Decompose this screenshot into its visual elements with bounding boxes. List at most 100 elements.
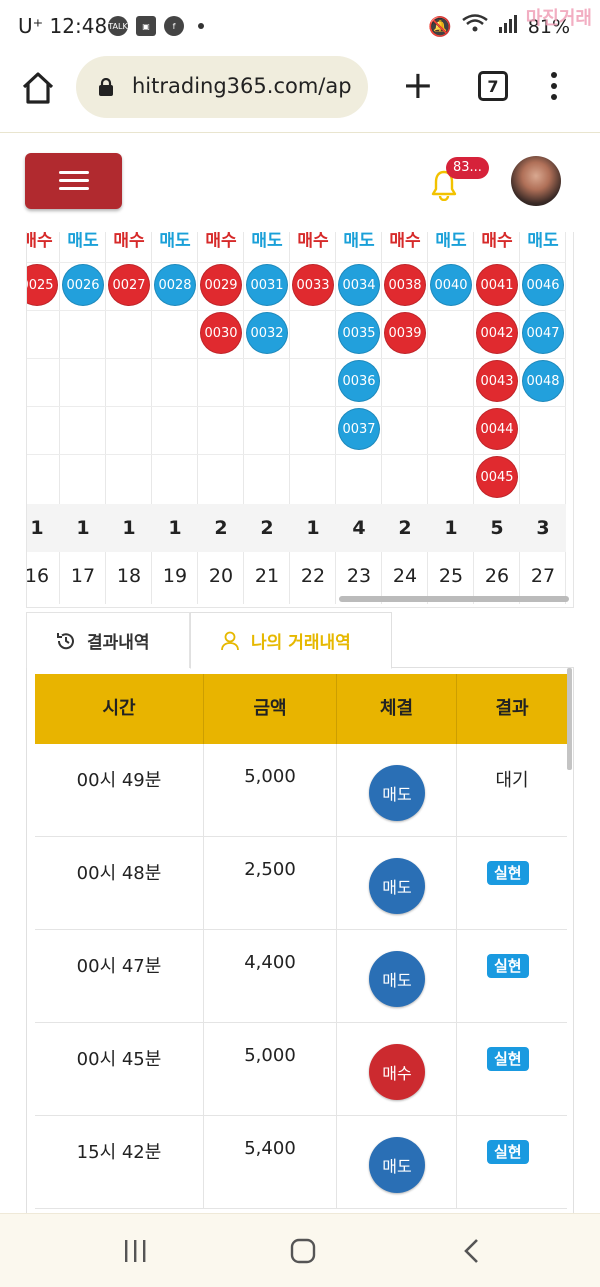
trade-ball[interactable]: 0031 — [246, 264, 288, 306]
count-cell: 2 — [382, 504, 428, 552]
trade-type-badge: 매도 — [369, 858, 425, 914]
trade-ball[interactable]: 0026 — [62, 264, 104, 306]
system-nav-bar — [0, 1213, 600, 1287]
day-cell: 20 — [208, 565, 234, 587]
trade-ball[interactable]: 0035 — [338, 312, 380, 354]
avatar[interactable] — [511, 156, 561, 206]
trade-type-badge: 매도 — [369, 1137, 425, 1193]
trade-grid-columns: 매수 0025 1 16 매도 0026 1 17 매수 0027 1 18 매도 0028 1 19 매수 00… — [27, 232, 573, 607]
header-amount: 금액 — [204, 674, 337, 744]
cell-trade: 매도 — [337, 744, 457, 837]
grid-column: 매수 0025 1 16 — [27, 232, 60, 604]
trade-ball[interactable]: 0033 — [292, 264, 334, 306]
table-row: 00시 48분 2,500 매도 실현 — [35, 837, 567, 930]
cell-time: 00시 48분 — [35, 837, 204, 930]
grid-column: 매수 0027 1 18 — [106, 232, 152, 604]
cell-time: 00시 47분 — [35, 930, 204, 1023]
address-bar[interactable]: hitrading365.com/ap — [76, 56, 368, 118]
back-icon[interactable] — [462, 1238, 482, 1264]
battery-text: 81% — [527, 15, 570, 38]
trade-ball[interactable]: 0041 — [476, 264, 518, 306]
grid-column: 매수 0038 0039 2 24 — [382, 232, 428, 604]
new-tab-button[interactable]: + — [402, 63, 434, 107]
trade-ball[interactable]: 0030 — [200, 312, 242, 354]
trade-ball[interactable]: 0036 — [338, 360, 380, 402]
count-cell: 1 — [428, 504, 474, 552]
hamburger-menu-button[interactable] — [25, 153, 122, 209]
trade-type-badge: 매수 — [369, 1044, 425, 1100]
tab-results[interactable]: 결과내역 — [26, 612, 190, 668]
trade-ball[interactable]: 0025 — [27, 264, 58, 306]
tab-results-label: 결과내역 — [87, 633, 150, 653]
column-head: 매도 — [159, 232, 191, 251]
trade-ball[interactable]: 0038 — [384, 264, 426, 306]
tab-my-trades[interactable]: 나의 거래내역 — [190, 612, 392, 669]
header-trade: 체결 — [337, 674, 457, 744]
trade-ball[interactable]: 0029 — [200, 264, 242, 306]
tab-switcher-button[interactable]: 7 — [478, 71, 508, 101]
vertical-scrollbar[interactable] — [567, 668, 572, 770]
trade-ball[interactable]: 0046 — [522, 264, 564, 306]
trade-ball[interactable]: 0043 — [476, 360, 518, 402]
history-icon — [57, 632, 74, 649]
home-button[interactable] — [20, 70, 56, 106]
count-cell: 1 — [27, 504, 60, 552]
cell-time: 15시 42분 — [35, 1116, 204, 1209]
cell-amount: 5,400 — [204, 1116, 337, 1209]
trade-ball[interactable]: 0027 — [108, 264, 150, 306]
amount-text: 5,400 — [244, 1138, 296, 1159]
column-head: 매도 — [343, 232, 375, 251]
grid-column: 매수 0033 1 22 — [290, 232, 336, 604]
talk-icon: TALK — [108, 16, 128, 36]
cell-trade: 매수 — [337, 1023, 457, 1116]
facebook-icon: f — [164, 16, 184, 36]
column-head: 매도 — [67, 232, 99, 251]
trade-ball[interactable]: 0045 — [476, 456, 518, 498]
home-nav-icon[interactable] — [290, 1238, 316, 1264]
column-head: 매수 — [205, 232, 237, 251]
trade-ball[interactable]: 0042 — [476, 312, 518, 354]
recent-apps-icon[interactable] — [122, 1238, 148, 1264]
day-cell: 19 — [162, 565, 188, 587]
horizontal-scrollbar[interactable] — [339, 596, 569, 602]
cell-amount: 5,000 — [204, 744, 337, 837]
grid-column: 매수 0029 0030 2 20 — [198, 232, 244, 604]
table-row: 00시 49분 5,000 매도 대기 — [35, 744, 567, 837]
system-status: 🔕 81% — [428, 14, 570, 39]
day-cell: 18 — [116, 565, 142, 587]
trade-ball[interactable]: 0040 — [430, 264, 472, 306]
day-cell: 16 — [27, 565, 50, 587]
lock-icon — [99, 78, 113, 96]
trade-ball[interactable]: 0037 — [338, 408, 380, 450]
tab-my-trades-label: 나의 거래내역 — [251, 633, 351, 653]
mute-icon: 🔕 — [428, 16, 452, 38]
count-cell: 4 — [336, 504, 382, 552]
column-head: 매수 — [27, 232, 53, 251]
grid-column: 매도 0034 0035 0036 0037 4 23 — [336, 232, 382, 604]
day-cell: 23 — [346, 565, 372, 587]
trade-ball[interactable]: 0044 — [476, 408, 518, 450]
status-badge: 실현 — [487, 1140, 529, 1164]
count-cell: 1 — [290, 504, 336, 552]
column-head: 매도 — [527, 232, 559, 251]
trade-type-badge: 매도 — [369, 951, 425, 1007]
status-text: 대기 — [495, 770, 529, 791]
status-badge: 실현 — [487, 861, 529, 885]
status-badge: 실현 — [487, 1047, 529, 1071]
trade-ball[interactable]: 0039 — [384, 312, 426, 354]
signal-icon — [498, 15, 518, 38]
column-head: 매수 — [481, 232, 513, 251]
browser-menu-button[interactable] — [551, 72, 559, 105]
trade-ball[interactable]: 0032 — [246, 312, 288, 354]
count-cell: 1 — [106, 504, 152, 552]
trade-ball[interactable]: 0047 — [522, 312, 564, 354]
watermark: 마진거래 — [525, 8, 592, 29]
amount-text: 5,000 — [244, 1045, 296, 1066]
trade-ball[interactable]: 0048 — [522, 360, 564, 402]
count-cell: 1 — [60, 504, 106, 552]
trade-type-badge: 매도 — [369, 765, 425, 821]
day-cell: 22 — [300, 565, 326, 587]
gallery-icon: ▣ — [136, 16, 156, 36]
trade-ball[interactable]: 0028 — [154, 264, 196, 306]
trade-ball[interactable]: 0034 — [338, 264, 380, 306]
